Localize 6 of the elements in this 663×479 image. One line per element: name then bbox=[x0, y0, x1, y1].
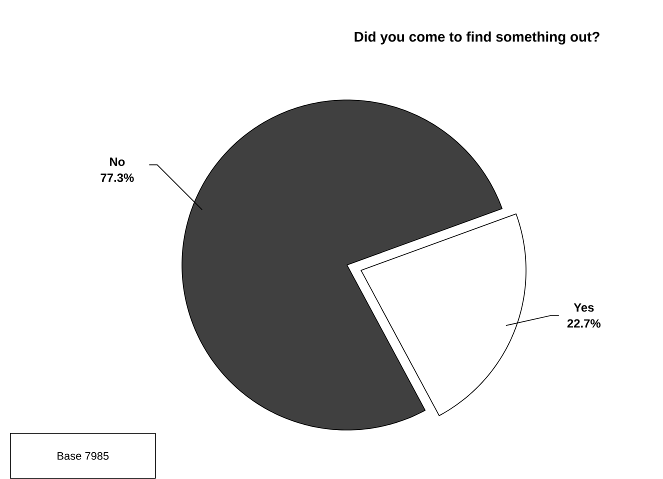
text: Base 7985 bbox=[58, 452, 109, 460]
slice-label: Yes bbox=[574, 303, 594, 312]
data-label: 77.3% bbox=[100, 173, 134, 182]
data-label: 22.7% bbox=[567, 319, 601, 328]
chart-title: Did you come to find something out? bbox=[354, 31, 600, 45]
slice-label: No bbox=[110, 158, 125, 166]
